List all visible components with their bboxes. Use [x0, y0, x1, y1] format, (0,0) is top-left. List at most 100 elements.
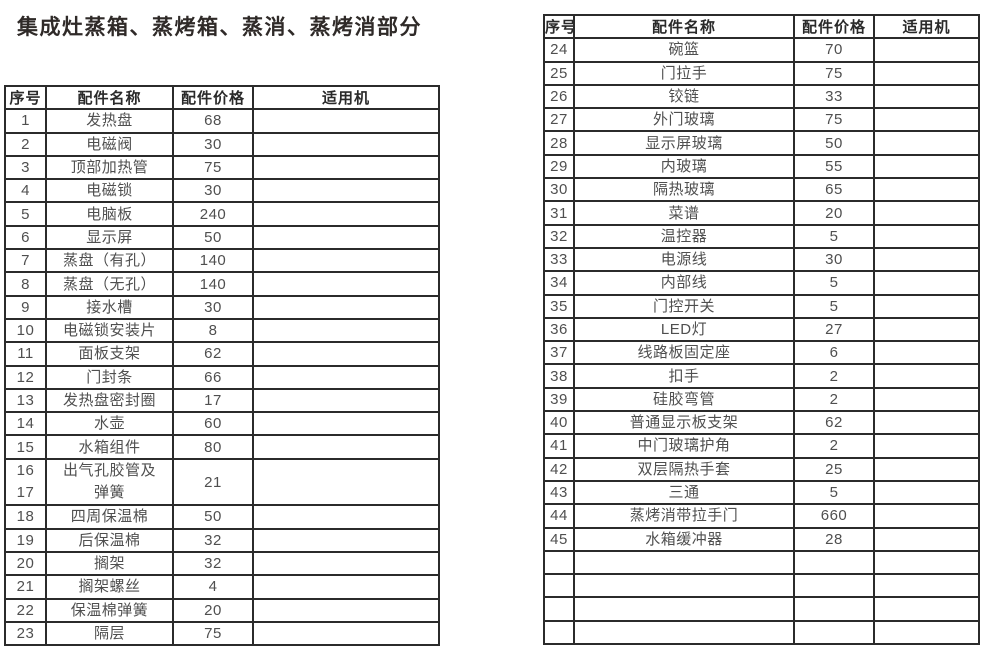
cell-machine [873, 456, 980, 482]
table-row: 32 温控器 5 [543, 223, 980, 249]
cell-price: 25 [793, 456, 875, 482]
cell-no: 4 [4, 178, 47, 204]
cell-price: 66 [172, 364, 254, 390]
column-header-name: 配件名称 [573, 13, 795, 40]
cell-machine [252, 294, 440, 320]
cell-no: 9 [4, 294, 47, 320]
cell-no: 44 [543, 503, 575, 529]
table-row: 16 17 出气孔胶管及 弹簧 21 [4, 457, 440, 507]
cell-price: 28 [793, 526, 875, 552]
cell-no: 8 [4, 271, 47, 297]
cell-price: 62 [793, 410, 875, 436]
cell-machine [252, 341, 440, 367]
cell-name: 外门玻璃 [573, 107, 795, 133]
table-row: 12 门封条 66 [4, 364, 440, 390]
table-row: 21 搁架螺丝 4 [4, 574, 440, 600]
cell-price: 20 [172, 597, 254, 623]
cell-machine [252, 154, 440, 181]
table-row: 42 双层隔热手套 25 [543, 456, 980, 482]
cell-machine [252, 201, 440, 227]
cell-no: 6 [4, 224, 47, 251]
cell-machine [873, 526, 980, 552]
table-row: 4 电磁锁 30 [4, 178, 440, 204]
cell-machine [873, 340, 980, 366]
table-row: 14 水壶 60 [4, 411, 440, 437]
cell-name: 电磁锁安装片 [45, 317, 174, 344]
cell-no: 39 [543, 386, 575, 413]
cell-no: 40 [543, 410, 575, 436]
cell-machine [252, 504, 440, 530]
column-header-price: 配件价格 [172, 84, 254, 111]
cell-name: 出气孔胶管及 弹簧 [45, 457, 174, 507]
cell-name: 显示屏 [45, 224, 174, 251]
table-row: 31 菜谱 20 [543, 200, 980, 226]
cell-no: 32 [543, 223, 575, 249]
cell-no: 7 [4, 248, 47, 274]
cell-no: 43 [543, 479, 575, 506]
cell-price: 33 [793, 83, 875, 110]
cell-price [793, 596, 875, 622]
cell-price: 2 [793, 433, 875, 459]
cell-name: 碗篮 [573, 37, 795, 63]
cell-no: 10 [4, 317, 47, 344]
cell-no: 35 [543, 293, 575, 319]
cell-price [793, 573, 875, 599]
cell-name: 发热盘 [45, 108, 174, 134]
table-header-row: 序号 配件名称 配件价格 适用机 [4, 84, 440, 111]
cell-name: 扣手 [573, 363, 795, 389]
cell-price: 140 [172, 271, 254, 297]
cell-name: 硅胶弯管 [573, 386, 795, 413]
cell-machine [873, 619, 980, 646]
cell-machine [873, 363, 980, 389]
cell-machine [252, 411, 440, 437]
cell-name: 水壶 [45, 411, 174, 437]
cell-name: 后保温棉 [45, 527, 174, 553]
cell-no: 21 [4, 574, 47, 600]
cell-name [573, 619, 795, 646]
cell-machine [873, 410, 980, 436]
cell-no: 12 [4, 364, 47, 390]
table-row: 27 外门玻璃 75 [543, 107, 980, 133]
cell-price: 75 [793, 60, 875, 86]
cell-no: 26 [543, 83, 575, 110]
cell-machine [252, 317, 440, 344]
cell-machine [873, 200, 980, 226]
cell-machine [873, 270, 980, 296]
cell-name: 门控开关 [573, 293, 795, 319]
cell-machine [873, 83, 980, 110]
cell-no: 27 [543, 107, 575, 133]
table-row: 10 电磁锁安装片 8 [4, 317, 440, 344]
table-row: 26 铰链 33 [543, 83, 980, 110]
cell-price: 4 [172, 574, 254, 600]
table-row: 19 后保温棉 32 [4, 527, 440, 553]
table-row: 1 发热盘 68 [4, 108, 440, 134]
cell-machine [873, 433, 980, 459]
table-row: 28 显示屏玻璃 50 [543, 130, 980, 156]
cell-machine [873, 479, 980, 506]
cell-name: 接水槽 [45, 294, 174, 320]
table-row [543, 619, 980, 646]
cell-price [793, 619, 875, 646]
table-row: 13 发热盘密封圈 17 [4, 387, 440, 414]
table-row: 29 内玻璃 55 [543, 153, 980, 180]
cell-machine [873, 573, 980, 599]
cell-name: 电脑板 [45, 201, 174, 227]
cell-name: 顶部加热管 [45, 154, 174, 181]
cell-machine [873, 386, 980, 413]
cell-no: 22 [4, 597, 47, 623]
table-row: 8 蒸盘（无孔） 140 [4, 271, 440, 297]
cell-machine [252, 434, 440, 460]
cell-machine [252, 248, 440, 274]
column-header-no: 序号 [4, 84, 47, 111]
table-row: 34 内部线 5 [543, 270, 980, 296]
cell-no: 38 [543, 363, 575, 389]
cell-no: 37 [543, 340, 575, 366]
table-row: 18 四周保温棉 50 [4, 504, 440, 530]
table-row: 5 电脑板 240 [4, 201, 440, 227]
cell-no: 30 [543, 177, 575, 203]
cell-price: 30 [172, 294, 254, 320]
cell-name: 门封条 [45, 364, 174, 390]
cell-no: 13 [4, 387, 47, 414]
cell-no: 1 [4, 108, 47, 134]
cell-price: 70 [793, 37, 875, 63]
